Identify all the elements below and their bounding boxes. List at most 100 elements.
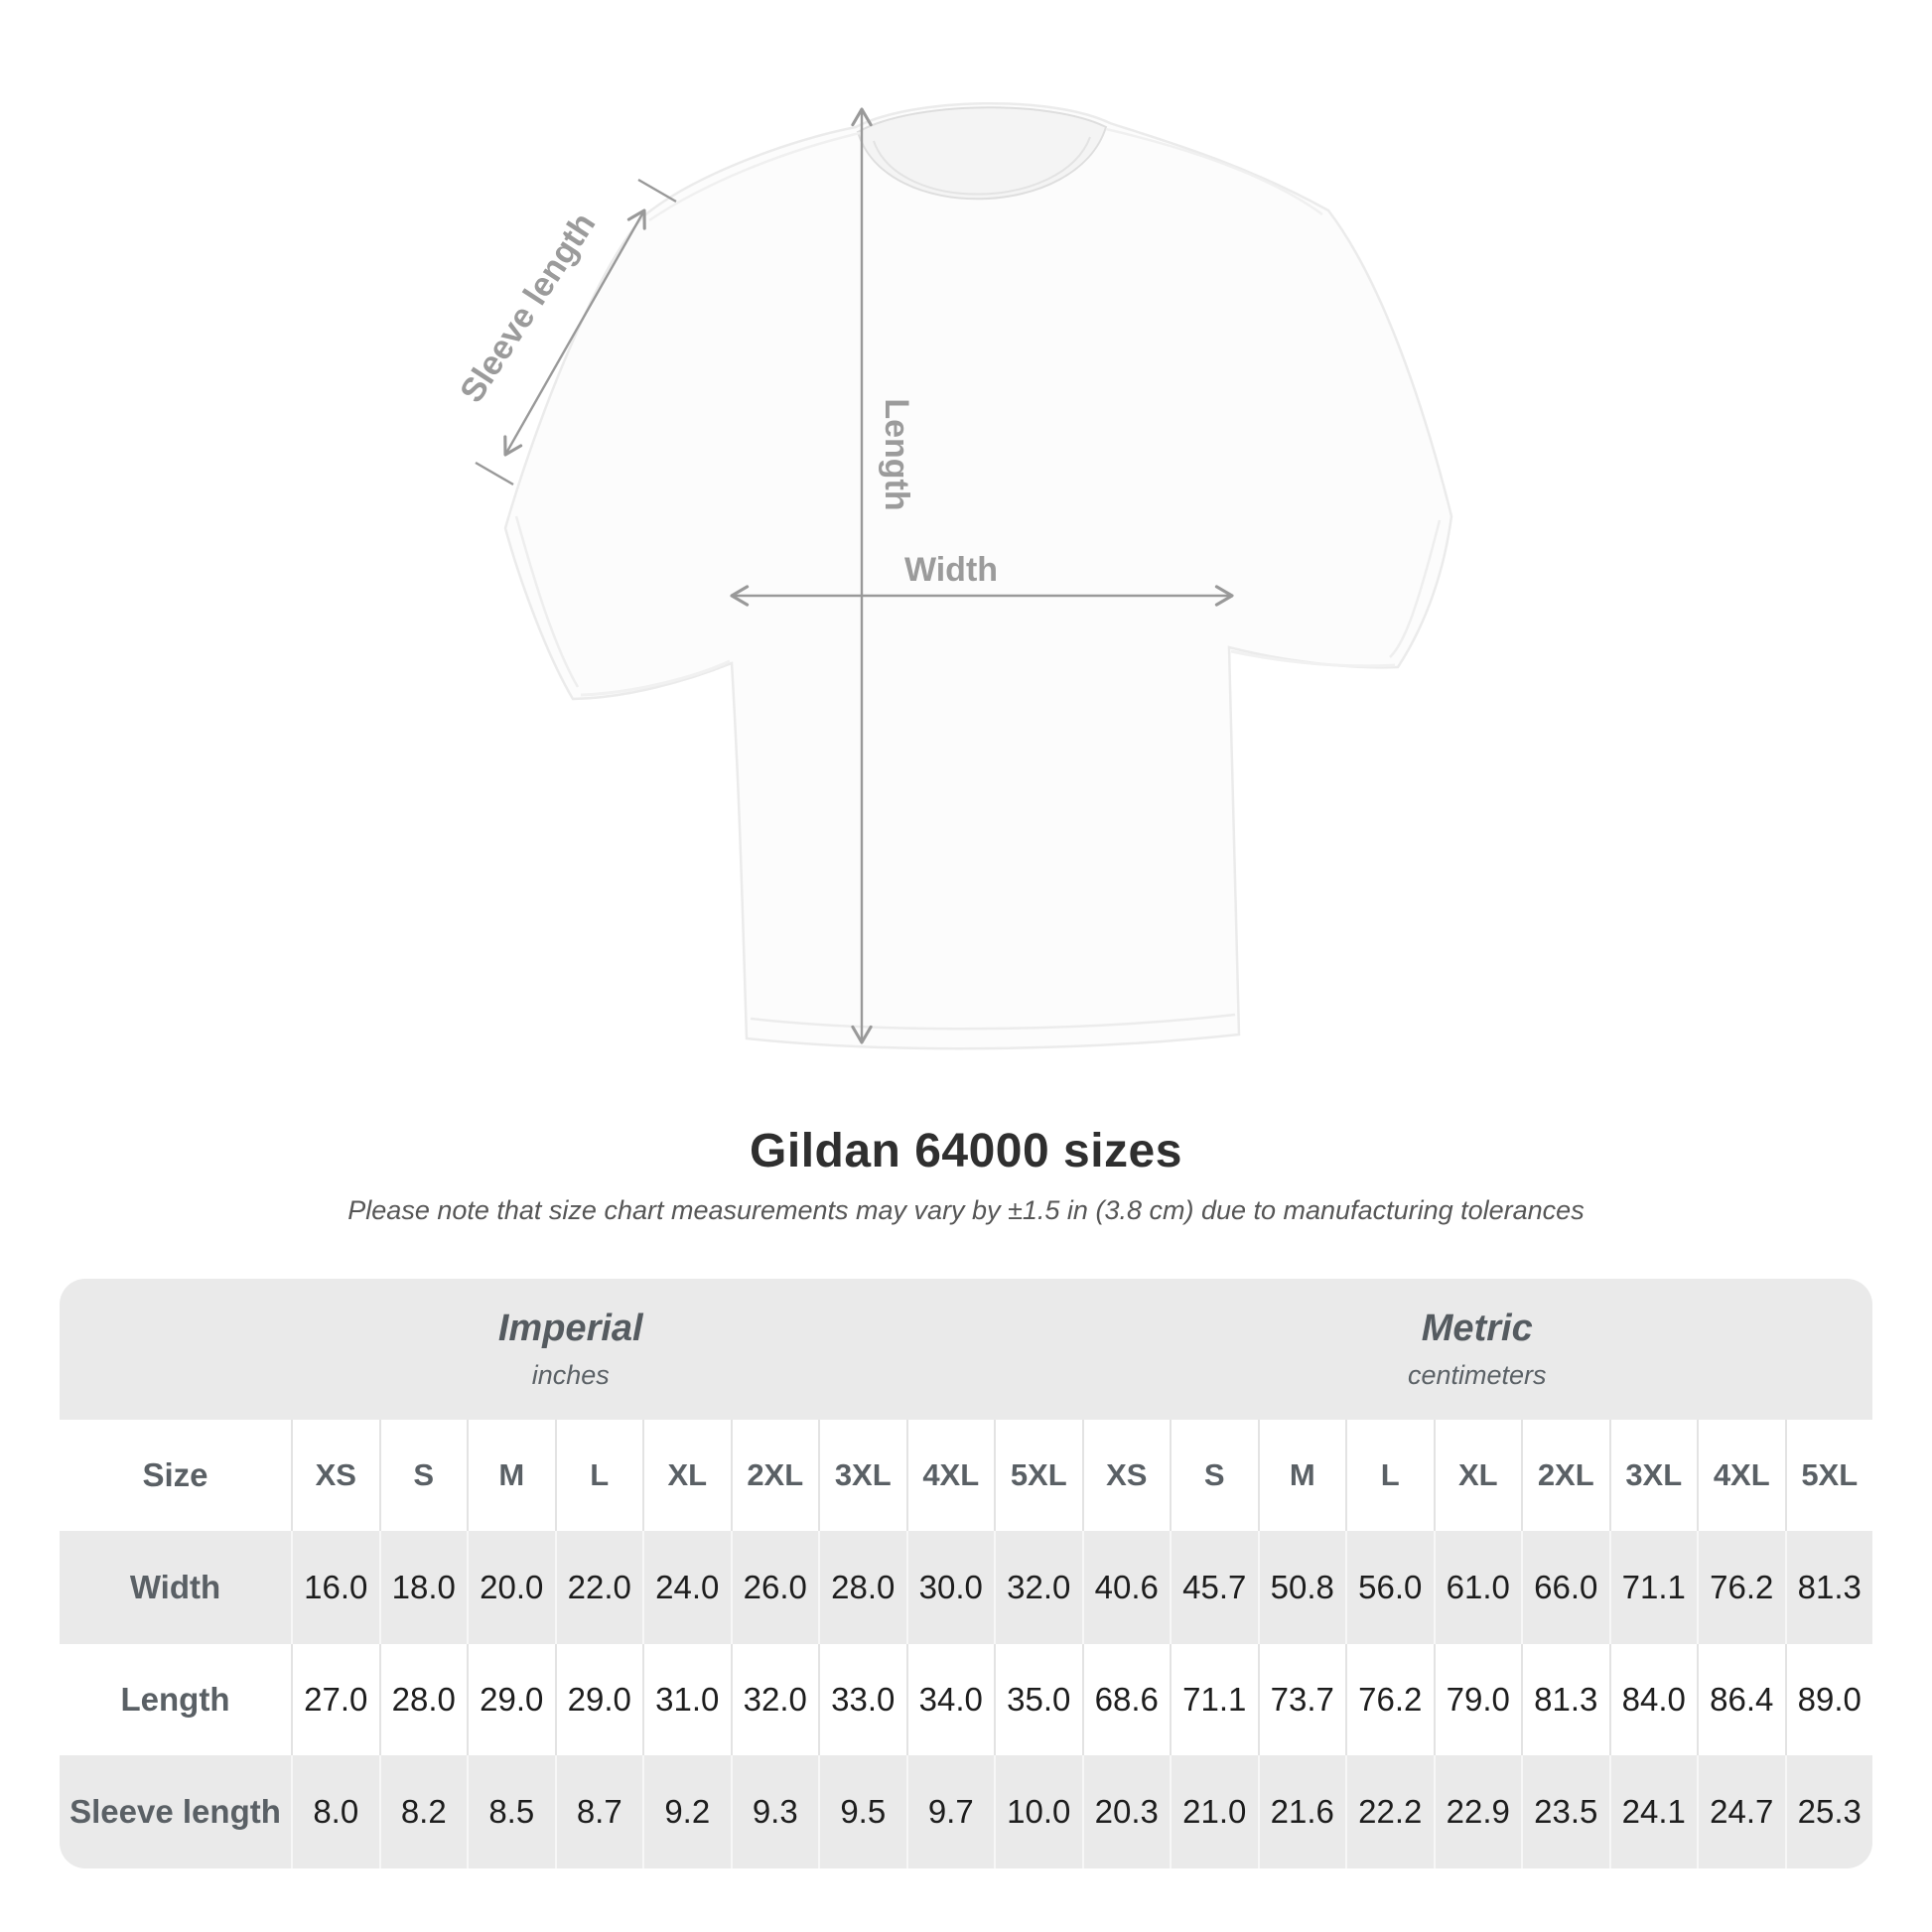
size-header-metric-xs: XS	[1081, 1420, 1170, 1531]
width-row-label: Width	[60, 1531, 291, 1644]
sleeve-in-cell: 10.0	[994, 1755, 1082, 1868]
sleeve-cm-cell: 21.6	[1257, 1755, 1345, 1868]
size-header-metric-2xl: 2XL	[1521, 1420, 1609, 1531]
width-in-cell: 32.0	[994, 1531, 1082, 1644]
tshirt-illustration	[503, 101, 1453, 1050]
tshirt-collar-band-seam	[873, 136, 1091, 196]
length-in-cell: 35.0	[994, 1644, 1082, 1755]
length-cm-cell: 86.4	[1697, 1644, 1785, 1755]
width-in-cell: 24.0	[642, 1531, 731, 1644]
sleeve-in-cell: 9.5	[818, 1755, 906, 1868]
tshirt-cuff-seam-left	[514, 515, 580, 688]
size-header-imperial-xl: XL	[642, 1420, 731, 1531]
sleeve-in-cell: 9.3	[730, 1755, 818, 1868]
size-header-imperial-m: M	[467, 1420, 555, 1531]
size-header-imperial-5xl: 5XL	[994, 1420, 1082, 1531]
tshirt-diagram: Width Length Sleeve length	[453, 101, 1453, 1050]
length-cm-cell: 89.0	[1784, 1644, 1872, 1755]
length-in-cell: 29.0	[467, 1644, 555, 1755]
width-in-cell: 16.0	[291, 1531, 379, 1644]
length-cm-cell: 68.6	[1081, 1644, 1170, 1755]
length-row-label: Length	[60, 1644, 291, 1755]
metric-unit: centimeters	[1407, 1360, 1547, 1390]
size-header-metric-l: L	[1345, 1420, 1434, 1531]
length-in-cell: 31.0	[642, 1644, 731, 1755]
length-in-cell: 29.0	[554, 1644, 642, 1755]
size-header-imperial-4xl: 4XL	[905, 1420, 994, 1531]
measurement-overlay	[475, 107, 1234, 1044]
length-cm-cell: 79.0	[1433, 1644, 1521, 1755]
page-title: Gildan 64000 sizes	[750, 1125, 1182, 1177]
length-in-cell: 34.0	[905, 1644, 994, 1755]
sleeve-cm-cell: 23.5	[1521, 1755, 1609, 1868]
tshirt-hem-seam	[750, 1013, 1236, 1031]
tshirt-shoulder-seam-right	[1105, 127, 1323, 216]
sleeve-cm-cell: 25.3	[1784, 1755, 1872, 1868]
sleeve-in-cell: 9.7	[905, 1755, 994, 1868]
size-header-imperial-2xl: 2XL	[730, 1420, 818, 1531]
sleeve-cm-cell: 20.3	[1081, 1755, 1170, 1868]
width-cm-cell: 76.2	[1697, 1531, 1785, 1644]
size-header-metric-4xl: 4XL	[1697, 1420, 1785, 1531]
width-in-cell: 18.0	[378, 1531, 467, 1644]
imperial-unit: inches	[531, 1360, 610, 1390]
width-measure-label: Width	[904, 551, 998, 589]
length-in-cell: 32.0	[730, 1644, 818, 1755]
sleeve-in-cell: 8.0	[291, 1755, 379, 1868]
sleeve-cm-cell: 21.0	[1170, 1755, 1258, 1868]
length-in-cell: 28.0	[378, 1644, 467, 1755]
sleeve-measure-line	[503, 208, 646, 457]
sleeve-in-cell: 9.2	[642, 1755, 731, 1868]
size-header-metric-m: M	[1257, 1420, 1345, 1531]
sleeve-cm-cell: 24.1	[1608, 1755, 1697, 1868]
size-table: Imperial inches Metric centimeters Size …	[60, 1279, 1872, 1868]
size-header-imperial-3xl: 3XL	[818, 1420, 906, 1531]
width-cm-cell: 81.3	[1784, 1531, 1872, 1644]
width-cm-cell: 61.0	[1433, 1531, 1521, 1644]
size-header-metric-3xl: 3XL	[1608, 1420, 1697, 1531]
width-cm-cell: 66.0	[1521, 1531, 1609, 1644]
size-header-metric-s: S	[1170, 1420, 1258, 1531]
sleeve-cm-cell: 22.2	[1345, 1755, 1434, 1868]
size-header-imperial-s: S	[378, 1420, 467, 1531]
sleeve-in-cell: 8.2	[378, 1755, 467, 1868]
sleeve-in-cell: 8.7	[554, 1755, 642, 1868]
width-in-cell: 26.0	[730, 1531, 818, 1644]
size-header-metric-5xl: 5XL	[1784, 1420, 1872, 1531]
sleeve-cm-cell: 22.9	[1433, 1755, 1521, 1868]
tshirt-underarm-shade-left	[580, 659, 731, 697]
sleeve-measure-tick-top	[637, 178, 677, 204]
tshirt-body-path	[503, 101, 1453, 1050]
length-in-cell: 33.0	[818, 1644, 906, 1755]
imperial-label: Imperial	[497, 1308, 643, 1349]
width-in-cell: 22.0	[554, 1531, 642, 1644]
tshirt-shoulder-seam-left	[648, 131, 861, 222]
length-cm-cell: 81.3	[1521, 1644, 1609, 1755]
width-cm-cell: 40.6	[1081, 1531, 1170, 1644]
size-column-header: Size	[60, 1420, 291, 1531]
width-cm-cell: 50.8	[1257, 1531, 1345, 1644]
size-header-imperial-xs: XS	[291, 1420, 379, 1531]
unit-group-imperial: Imperial inches	[60, 1279, 1082, 1420]
width-cm-cell: 56.0	[1345, 1531, 1434, 1644]
width-cm-cell: 71.1	[1608, 1531, 1697, 1644]
sleeve-cm-cell: 24.7	[1697, 1755, 1785, 1868]
length-cm-cell: 84.0	[1608, 1644, 1697, 1755]
tshirt-collar-opening	[856, 106, 1108, 201]
width-in-cell: 28.0	[818, 1531, 906, 1644]
size-header-imperial-l: L	[554, 1420, 642, 1531]
tshirt-cuff-seam-right	[1389, 519, 1442, 658]
width-cm-cell: 45.7	[1170, 1531, 1258, 1644]
sleeve-in-cell: 8.5	[467, 1755, 555, 1868]
unit-group-metric: Metric centimeters	[1081, 1279, 1872, 1420]
tolerance-note: Please note that size chart measurements…	[347, 1195, 1585, 1225]
length-cm-cell: 71.1	[1170, 1644, 1258, 1755]
size-header-metric-xl: XL	[1433, 1420, 1521, 1531]
width-in-cell: 30.0	[905, 1531, 994, 1644]
sleeve-row-label: Sleeve length	[60, 1755, 291, 1868]
length-cm-cell: 76.2	[1345, 1644, 1434, 1755]
length-in-cell: 27.0	[291, 1644, 379, 1755]
length-measure-label: Length	[878, 398, 915, 510]
length-cm-cell: 73.7	[1257, 1644, 1345, 1755]
